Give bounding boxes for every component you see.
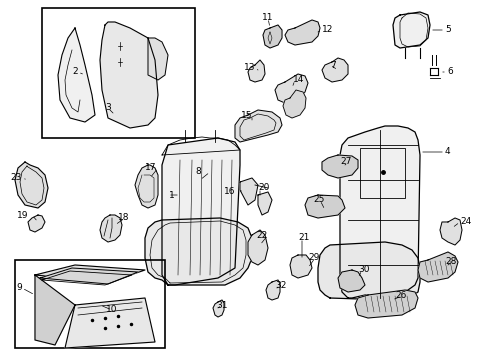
Text: 19: 19 — [17, 211, 28, 220]
Text: 32: 32 — [274, 280, 286, 289]
Polygon shape — [258, 192, 271, 215]
Text: 20: 20 — [258, 184, 269, 193]
Polygon shape — [439, 218, 461, 245]
Text: 26: 26 — [394, 292, 406, 301]
Polygon shape — [100, 215, 122, 242]
Polygon shape — [58, 28, 95, 122]
Text: 2: 2 — [72, 68, 78, 77]
Polygon shape — [247, 230, 267, 265]
Text: 12: 12 — [321, 26, 333, 35]
Polygon shape — [148, 38, 168, 80]
Polygon shape — [265, 280, 280, 300]
Polygon shape — [339, 126, 419, 298]
Polygon shape — [35, 275, 75, 345]
Text: 17: 17 — [145, 163, 156, 172]
Text: 16: 16 — [223, 188, 235, 197]
Text: 27: 27 — [339, 158, 351, 166]
Text: 6: 6 — [446, 68, 452, 77]
Polygon shape — [65, 298, 155, 348]
Text: 13: 13 — [243, 63, 254, 72]
Polygon shape — [354, 290, 417, 318]
Text: 24: 24 — [459, 217, 470, 226]
Polygon shape — [235, 110, 282, 142]
Text: 3: 3 — [105, 104, 111, 112]
Polygon shape — [35, 265, 145, 282]
Bar — [15, 260, 164, 348]
Text: 5: 5 — [444, 26, 450, 35]
Text: 18: 18 — [118, 213, 129, 222]
Text: 15: 15 — [240, 111, 251, 120]
Polygon shape — [145, 218, 251, 285]
Polygon shape — [289, 255, 311, 278]
Polygon shape — [305, 195, 345, 218]
Text: 9: 9 — [16, 284, 22, 292]
Polygon shape — [392, 12, 429, 48]
Polygon shape — [417, 252, 457, 282]
Text: 22: 22 — [256, 230, 267, 239]
Polygon shape — [247, 60, 264, 82]
Polygon shape — [283, 90, 305, 118]
Polygon shape — [317, 242, 419, 300]
Text: 31: 31 — [216, 301, 227, 310]
Text: 29: 29 — [307, 253, 319, 262]
Polygon shape — [274, 74, 307, 103]
Text: 7: 7 — [329, 60, 335, 69]
Text: 1: 1 — [169, 190, 175, 199]
Text: 8: 8 — [195, 167, 201, 176]
Bar — [42, 8, 195, 138]
Polygon shape — [135, 165, 158, 208]
Text: 11: 11 — [262, 13, 273, 22]
Polygon shape — [337, 270, 364, 292]
Polygon shape — [285, 20, 319, 45]
Text: 10: 10 — [106, 306, 118, 315]
Polygon shape — [321, 58, 347, 82]
Polygon shape — [321, 155, 357, 178]
Text: 21: 21 — [297, 234, 309, 243]
Text: 14: 14 — [292, 76, 304, 85]
Text: 25: 25 — [312, 195, 324, 204]
Polygon shape — [213, 300, 224, 317]
Polygon shape — [15, 162, 48, 208]
Polygon shape — [263, 25, 282, 48]
Text: 4: 4 — [444, 148, 450, 157]
Text: 28: 28 — [444, 257, 455, 266]
Polygon shape — [40, 268, 138, 284]
Polygon shape — [100, 22, 158, 128]
Text: 30: 30 — [357, 266, 369, 274]
Polygon shape — [162, 138, 240, 285]
Polygon shape — [28, 215, 45, 232]
Bar — [359, 148, 404, 198]
Text: 23: 23 — [11, 174, 22, 183]
Polygon shape — [240, 178, 258, 205]
